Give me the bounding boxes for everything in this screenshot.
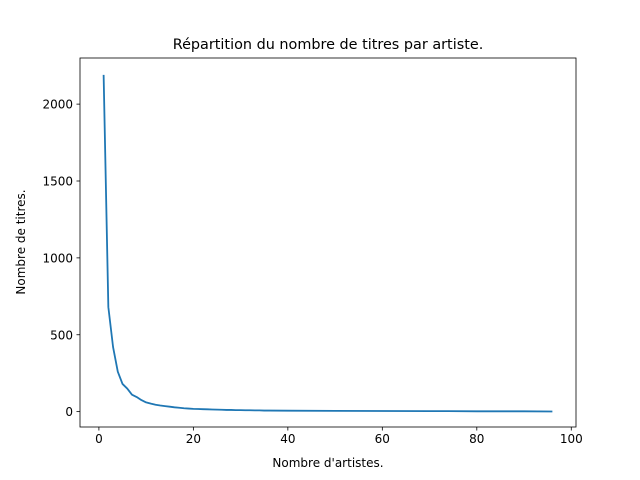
plot-frame [79, 57, 577, 428]
x-tick-label: 0 [95, 432, 103, 446]
y-tick-label: 1500 [42, 175, 73, 189]
x-tick-label: 40 [280, 432, 295, 446]
x-tick-label: 60 [375, 432, 390, 446]
series-line [102, 74, 553, 413]
y-axis-label: Nombre de titres. [14, 189, 28, 294]
x-tick-label: 100 [560, 432, 583, 446]
y-tick-label: 500 [50, 328, 73, 342]
x-tick-label: 20 [186, 432, 201, 446]
y-axis: 0 500 1000 1500 2000 [42, 98, 80, 419]
y-tick-label: 0 [65, 405, 73, 419]
chart-title: Répartition du nombre de titres par arti… [173, 37, 484, 53]
x-axis-label: Nombre d'artistes. [272, 456, 383, 470]
y-tick-label: 1000 [42, 251, 73, 265]
y-tick-label: 2000 [42, 98, 73, 112]
x-axis: 0 20 40 60 80 100 [95, 427, 583, 446]
x-tick-label: 80 [469, 432, 484, 446]
plot-area [102, 74, 553, 413]
